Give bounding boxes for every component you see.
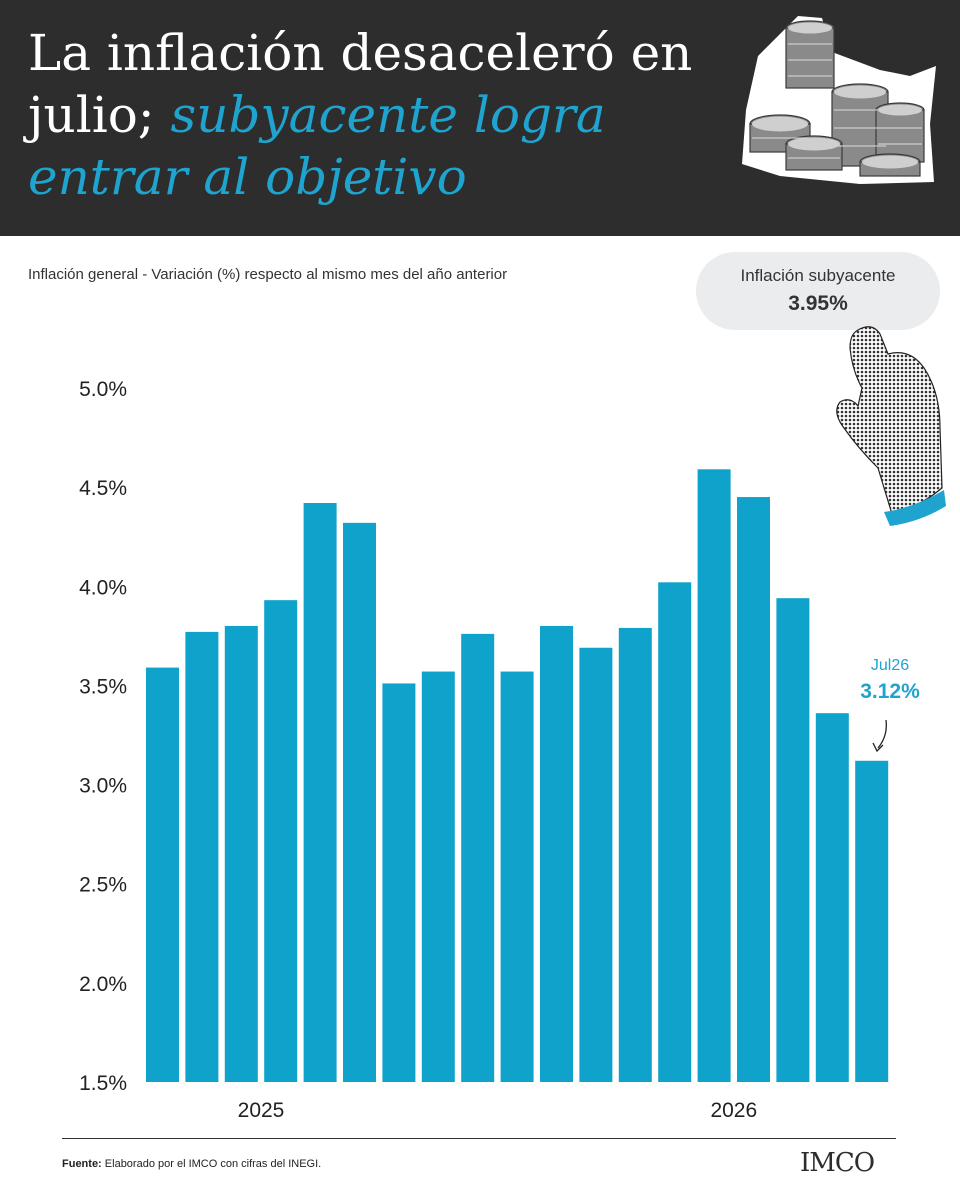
core-inflation-label: Inflación subyacente xyxy=(740,266,896,285)
title-main: La inflación desaceleró en julio; xyxy=(28,24,693,144)
title-highlight: subyacente logra entrar al objetivo xyxy=(28,86,606,206)
imco-logo: IMCO xyxy=(800,1148,875,1178)
bar xyxy=(618,627,652,1082)
annotation-value: 3.12% xyxy=(860,680,920,703)
y-tick-label: 4.0% xyxy=(79,576,127,599)
bar xyxy=(224,625,258,1082)
hand-illustration xyxy=(836,326,946,526)
bar xyxy=(343,522,376,1082)
chart-subtitle: Inflación general - Variación (%) respec… xyxy=(28,266,508,283)
source-label: Fuente: xyxy=(62,1158,102,1170)
bar xyxy=(421,671,455,1082)
bar xyxy=(500,671,534,1082)
bar xyxy=(264,600,298,1082)
y-tick-label: 3.5% xyxy=(79,675,127,698)
bar xyxy=(855,760,889,1082)
x-year-label: 2026 xyxy=(710,1099,757,1122)
bar xyxy=(776,598,810,1082)
annotation-label: Jul26 xyxy=(871,657,909,674)
footer-divider xyxy=(62,1138,896,1139)
y-tick-label: 1.5% xyxy=(79,1072,127,1095)
bar xyxy=(303,503,337,1082)
source-text: Elaborado por el IMCO con cifras del INE… xyxy=(101,1158,322,1170)
y-tick-label: 2.0% xyxy=(79,973,127,996)
y-tick-label: 3.0% xyxy=(79,775,127,798)
core-inflation-callout: Inflación subyacente 3.95% xyxy=(696,252,940,330)
bar xyxy=(697,469,731,1083)
bar xyxy=(146,667,179,1082)
coins-illustration xyxy=(742,16,936,184)
bar xyxy=(382,683,416,1082)
page-title: La inflación desaceleró en julio; subyac… xyxy=(28,22,728,208)
y-tick-label: 5.0% xyxy=(79,378,127,401)
bar xyxy=(540,625,573,1082)
bar xyxy=(658,582,692,1082)
y-tick-label: 2.5% xyxy=(79,874,127,897)
bar xyxy=(579,647,613,1082)
source-note: Fuente: Elaborado por el IMCO con cifras… xyxy=(62,1158,321,1170)
core-inflation-value: 3.95% xyxy=(788,292,848,315)
y-tick-label: 4.5% xyxy=(79,477,127,500)
bar xyxy=(815,713,849,1082)
bar xyxy=(185,631,219,1082)
bar xyxy=(737,497,770,1082)
bar xyxy=(461,633,495,1082)
x-year-label: 2025 xyxy=(238,1099,285,1122)
header-banner: La inflación desaceleró en julio; subyac… xyxy=(0,0,960,236)
annotation-arrow-icon xyxy=(877,719,887,749)
